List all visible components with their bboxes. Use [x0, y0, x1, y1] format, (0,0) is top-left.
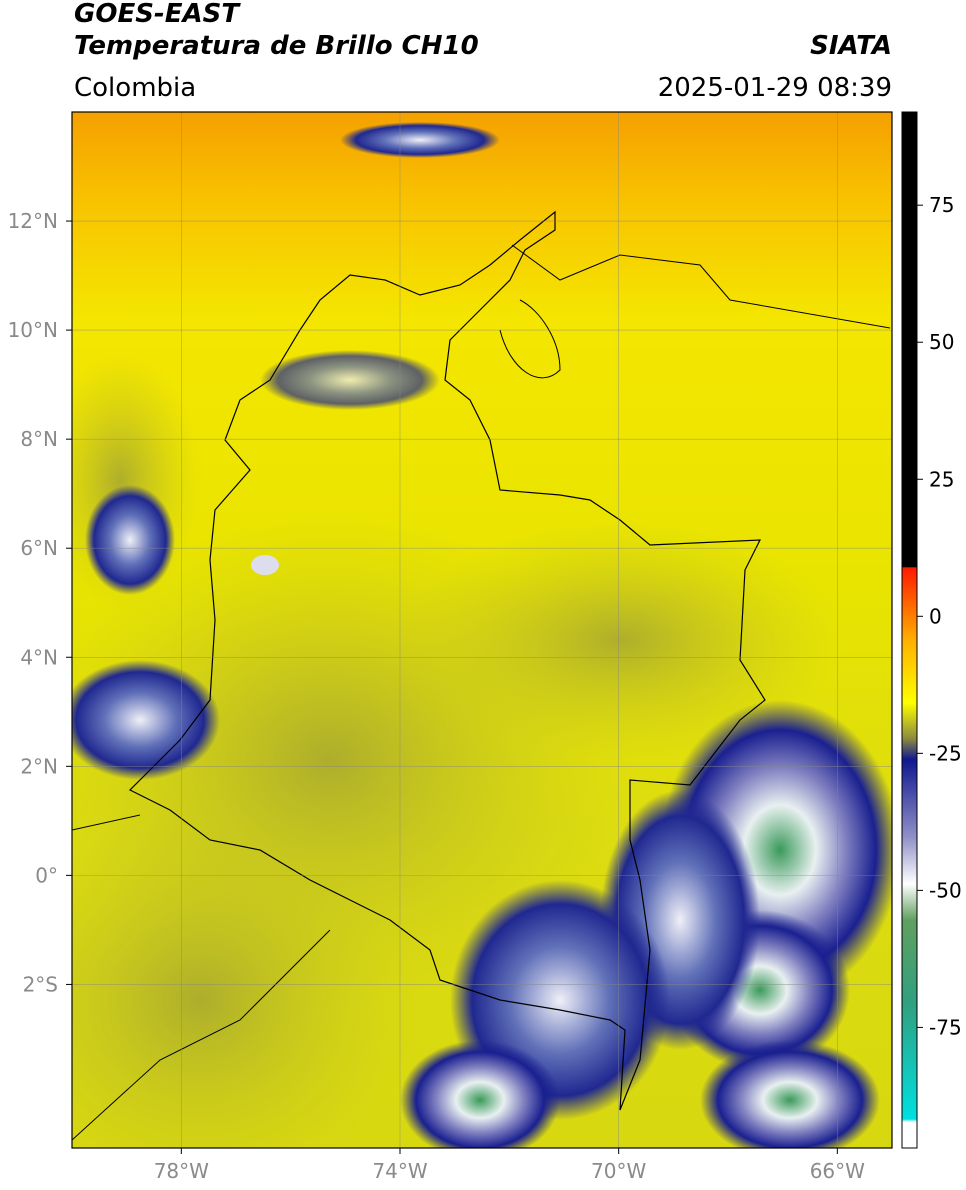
y-tick-label: 0° [35, 863, 58, 887]
region: Colombia [74, 73, 196, 103]
y-tick-label: 8°N [20, 427, 58, 451]
x-tick-label: 74°W [372, 1159, 427, 1183]
x-tick-label: 70°W [591, 1159, 646, 1183]
colorbar-tick-label: 0 [929, 604, 942, 628]
colorbar-tick-label: 50 [929, 330, 954, 354]
map-frame [71, 111, 893, 1149]
graticule [72, 112, 892, 1148]
x-tick-label: 78°W [154, 1159, 209, 1183]
subtitle: Temperatura de Brillo CH10 [74, 31, 479, 61]
colorbar-tick-label: 75 [929, 193, 954, 217]
y-tick-label: 4°N [20, 645, 58, 669]
colorbar-tick-label: -25 [929, 741, 962, 765]
colorbar-tick-label: 25 [929, 467, 954, 491]
title: GOES-EAST [74, 0, 241, 29]
colorbar-tick-label: -50 [929, 878, 962, 902]
y-tick-label: 2°N [20, 754, 58, 778]
timestamp: 2025-01-29 08:39 [658, 73, 892, 103]
y-tick-label: 2°S [23, 972, 58, 996]
colorbar-tick-label: -75 [929, 1015, 962, 1039]
x-tick-label: 66°W [810, 1159, 865, 1183]
colorbar [901, 111, 918, 1149]
y-tick-label: 12°N [8, 209, 58, 233]
satellite-image [72, 112, 892, 1148]
y-tick-label: 6°N [20, 536, 58, 560]
y-tick-label: 10°N [8, 318, 58, 342]
source: SIATA [810, 31, 892, 61]
